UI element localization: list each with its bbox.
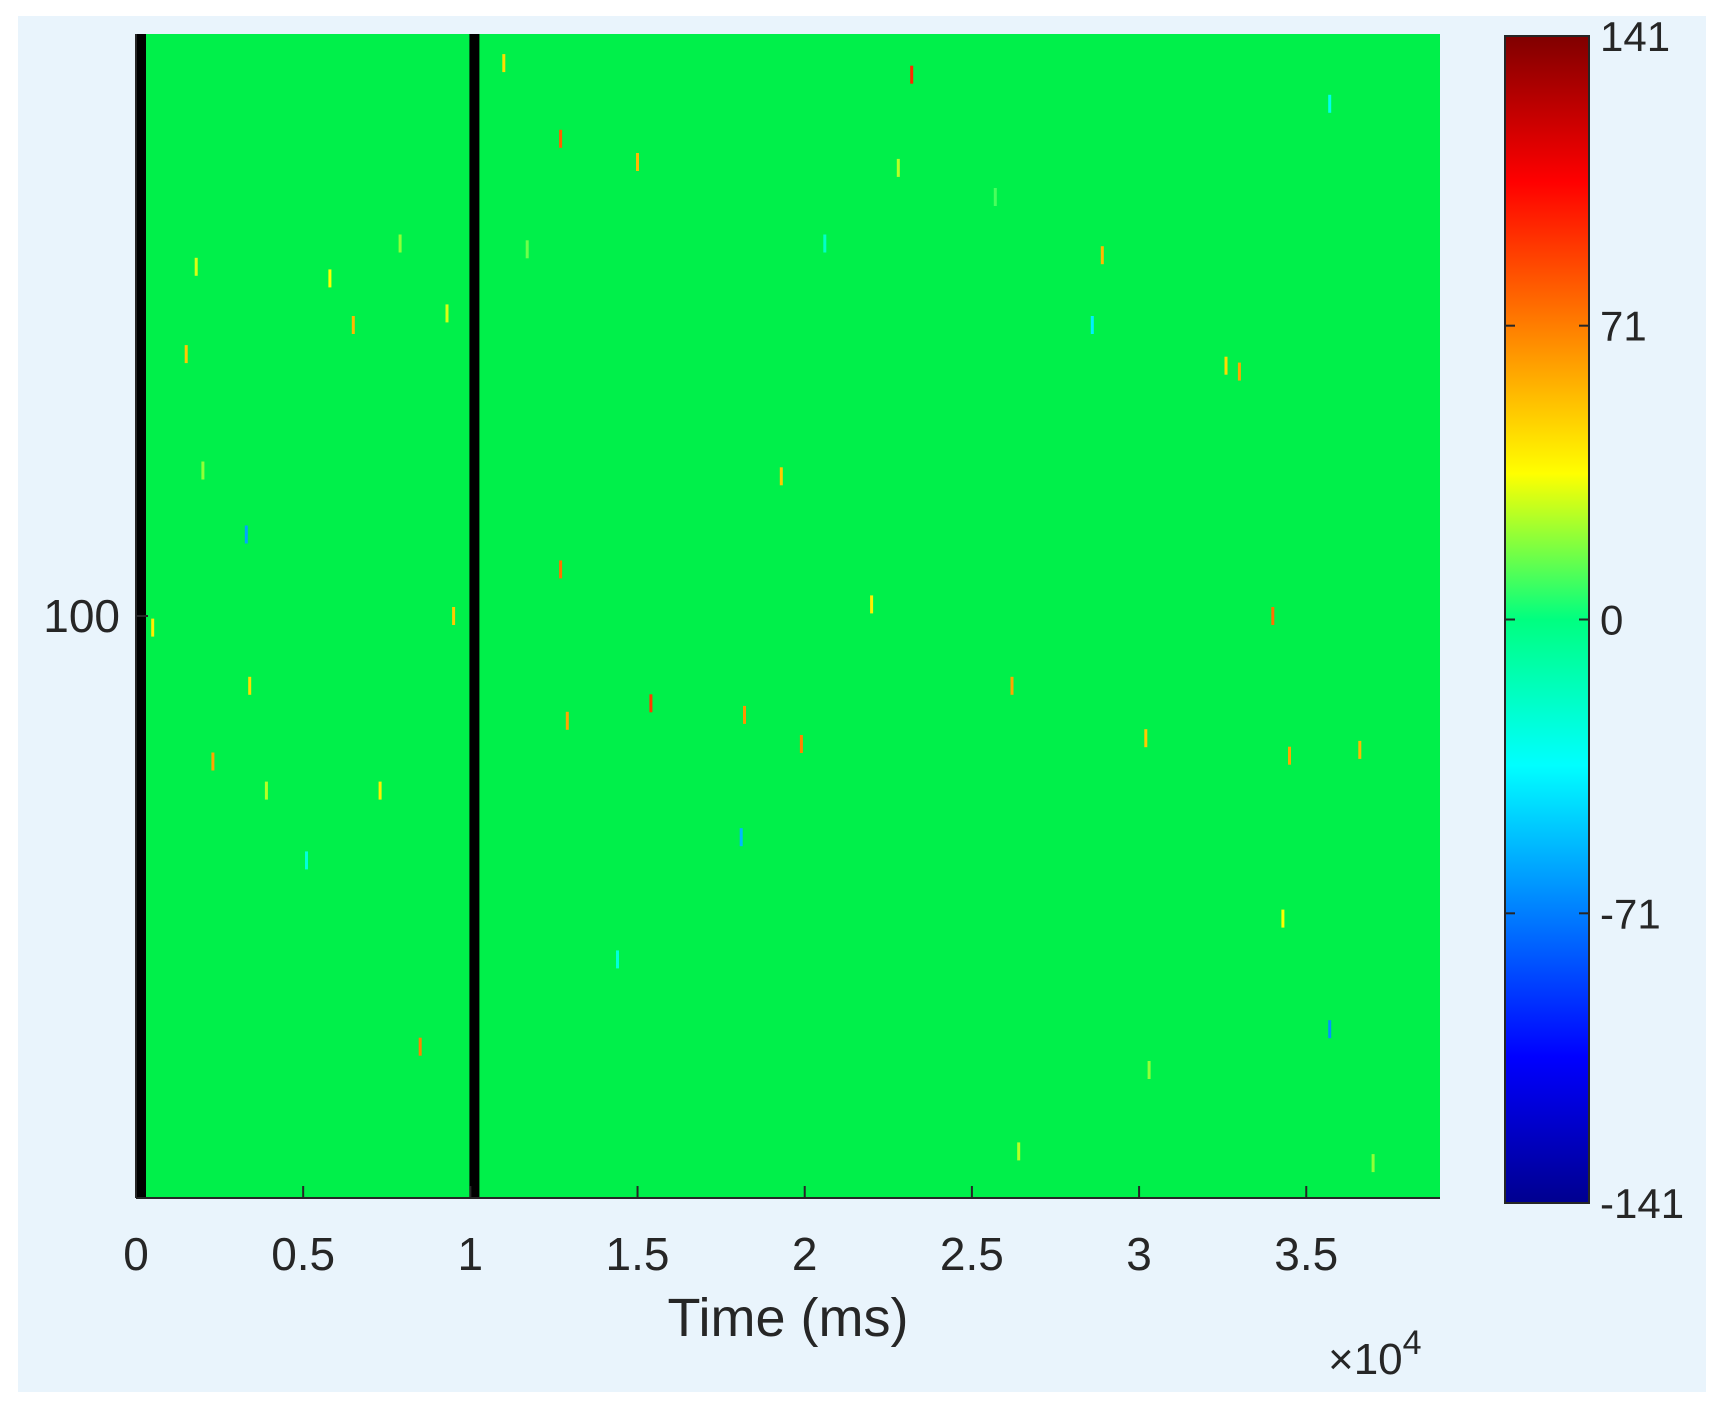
x-axis-exponent: ×104 [1328,1324,1422,1384]
heatmap-event-mark [194,257,198,276]
heatmap-event-mark [264,781,268,800]
x-axis-label: Time (ms) [668,1288,909,1348]
heatmap-event-mark [1224,356,1228,375]
heatmap-event-mark [896,158,900,177]
heatmap-event-mark [799,735,803,753]
heatmap-event-mark [351,316,355,334]
heatmap-event-mark [743,705,746,724]
heatmap-event-mark [211,752,215,771]
heatmap-event-mark [201,461,205,480]
heatmap-event-mark [418,1037,422,1056]
x-tick-label: 3 [1126,1228,1152,1280]
heatmap-event-mark [616,950,619,969]
heatmap-event-mark [1281,909,1285,928]
colorbar-tick-label: -141 [1600,1180,1684,1227]
heatmap-event-mark [739,828,743,847]
heatmap-event-mark [151,618,155,637]
heatmap-event-mark [248,676,252,695]
x-tick-label: 2.5 [940,1228,1004,1280]
y-tick-label: 100 [43,590,120,642]
heatmap-event-mark [305,851,308,870]
heatmap-event-mark [328,269,332,288]
heatmap-event-mark [452,607,456,625]
heatmap-event-mark [993,188,997,206]
heatmap-event-mark [779,467,783,486]
heatmap-event-mark [823,234,827,253]
highlight-line [469,34,480,1198]
heatmap-event-mark [1328,1020,1332,1039]
heatmap-event-mark [525,240,529,259]
heatmap-event-mark [1328,94,1332,113]
heatmap-event-mark [1271,607,1275,625]
heatmap-events [151,54,1375,1173]
heatmap-event-mark [1144,729,1148,748]
chart: 0 0.5 1 1.5 2 2.5 3 3.5 100 Time (ms) ×104 141 7… [43,13,1684,1384]
x-axis-exponent-power: 4 [1403,1324,1422,1362]
heatmap-event-mark [502,54,506,73]
heatmap-event-mark [649,694,653,713]
heatmap-event-mark [445,304,449,323]
colorbar-tick-label: 141 [1600,16,1670,60]
heatmap-event-mark [1358,740,1362,759]
heatmap-event-mark [1237,362,1241,381]
colorbar-gradient [1504,35,1590,1204]
heatmap-event-mark [559,560,563,579]
heatmap-event-mark [1090,316,1094,334]
heatmap-event-mark [910,65,914,84]
figure-background: 0 0.5 1 1.5 2 2.5 3 3.5 100 Time (ms) ×104 141 7… [18,13,1706,1392]
heatmap-event-mark [1288,746,1291,765]
heatmap-background [136,34,1440,1198]
x-tick-label: 0 [123,1228,149,1280]
colorbar-ticks: 141 71 0 -71 -141 [1505,13,1684,1227]
heatmap-event-mark [1371,1154,1375,1173]
heatmap-plot-area [136,34,1440,1198]
heatmap-event-mark [378,781,382,800]
x-axis-ticks: 0 0.5 1 1.5 2 2.5 3 3.5 [123,1186,1338,1280]
heatmap-event-mark [1147,1061,1151,1079]
colorbar-tick-label: 71 [1600,303,1647,350]
colorbar-tick-label: -71 [1600,890,1661,937]
heatmap-event-mark [1010,676,1014,695]
heatmap-event-mark [244,525,248,544]
heatmap-event-mark [636,153,639,171]
x-tick-label: 0.5 [271,1228,335,1280]
heatmap-event-mark [398,234,402,253]
x-tick-label: 1.5 [606,1228,670,1280]
x-axis-exponent-base: ×10 [1328,1335,1403,1384]
x-tick-label: 1 [458,1228,484,1280]
colorbar-tick-label: 0 [1600,597,1623,644]
heatmap-event-mark [184,345,188,364]
colorbar: 141 71 0 -71 -141 [1504,13,1684,1227]
heatmap-event-mark [870,595,874,614]
heatmap-event-mark [1100,246,1104,265]
heatmap-event-mark [559,129,563,148]
x-tick-label: 3.5 [1274,1228,1338,1280]
heatmap-event-mark [1017,1142,1021,1161]
y-axis-ticks: 100 [43,590,148,642]
heatmap-event-mark [565,711,569,730]
x-tick-label: 2 [792,1228,818,1280]
